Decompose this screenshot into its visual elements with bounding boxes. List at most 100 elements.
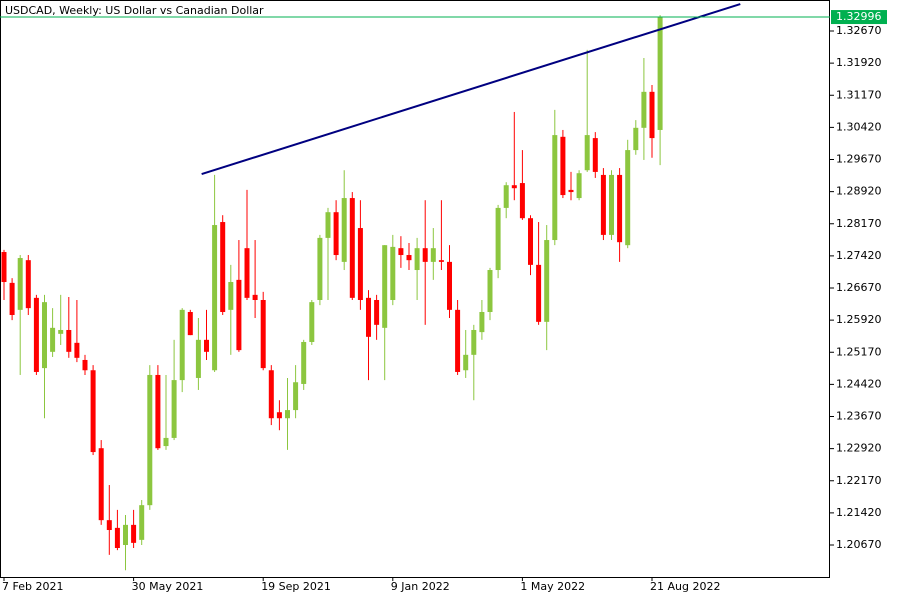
candle-body [349,198,355,298]
candle-body [552,135,558,241]
candle-body [301,341,307,384]
candle-body [114,527,120,549]
candle-body [528,218,533,265]
candle-body [228,282,234,310]
candle-body [285,410,290,419]
candle-body [406,255,412,261]
candle-body [625,150,631,246]
y-tick-label: 1.31170 [836,88,882,101]
y-tick-label: 1.22170 [836,474,882,487]
candle-body [398,248,404,256]
candle-body [33,297,39,372]
candle-body [657,17,663,130]
candle-body [74,342,80,358]
candle-body [576,173,582,199]
candle-body [106,520,112,531]
candle-body [147,374,153,506]
candle-body [9,282,15,315]
candle-body [544,240,550,322]
candle-body [366,297,371,337]
candle-body [42,302,47,369]
x-tick-label: 1 May 2022 [520,580,585,593]
y-tick-label: 1.28920 [836,185,882,198]
x-tick-label: 19 Sep 2021 [261,580,331,593]
candle-body [268,370,274,419]
y-tick-label: 1.25920 [836,313,882,326]
candle-body [600,174,606,235]
trendline [201,3,741,176]
candle-body [260,300,266,369]
candle-body [609,174,614,235]
candle-body [519,183,525,219]
candle-body [309,302,315,342]
candle-body [236,279,242,351]
x-tick-label: 30 May 2021 [132,580,204,593]
y-tick-label: 1.21420 [836,506,882,519]
last-price-tag [831,10,887,25]
candle-body [293,382,299,411]
plot-frame [0,0,830,578]
candle-body [212,225,218,371]
y-tick-label: 1.22920 [836,442,882,455]
y-tick-label: 1.30420 [836,120,882,133]
candle-body [341,198,347,262]
candle-body [220,222,226,312]
last-price-label: 1.32996 [836,10,882,23]
chart-title: USDCAD, Weekly: US Dollar vs Canadian Do… [5,4,264,17]
candle-body [495,207,501,271]
candle-body [325,212,331,238]
x-tick-label: 7 Feb 2021 [2,580,63,593]
candle-body [244,248,250,298]
candle-body [584,135,590,171]
candle-body [139,505,145,540]
candle-body [333,212,339,256]
y-tick-label: 1.27420 [836,249,882,262]
candle-body [414,248,420,271]
candle-body [204,339,209,352]
candle-body [592,138,598,172]
candle-body [66,329,72,352]
candle-body [422,248,428,262]
candle-body [617,174,623,243]
candle-body [276,412,282,419]
candle-body [471,329,477,355]
candle-body [252,294,258,301]
candle-body [447,261,452,310]
candle-body [50,327,56,352]
candle-body [649,91,655,139]
candle-body [487,270,493,312]
candle-body [455,309,461,372]
candle-body [382,245,388,328]
candle-body [195,339,201,378]
y-tick-label: 1.26670 [836,281,882,294]
candle-body [155,374,161,449]
candle-body [317,237,323,301]
candle-body [560,136,566,196]
candle-body [641,91,647,128]
candle-body [536,264,542,322]
candle-body [98,448,104,521]
x-tick-label: 21 Aug 2022 [650,580,720,593]
candle-body [58,329,64,334]
candle-body [511,185,517,189]
candle-body [479,311,485,333]
candle-body [123,524,128,546]
y-tick-label: 1.20670 [836,538,882,551]
candle-body [17,258,23,310]
y-tick-label: 1.23670 [836,410,882,423]
candle-body [1,252,7,283]
candle-body [463,354,469,371]
candle-body [25,260,31,309]
candle-body [503,185,509,208]
y-tick-label: 1.31920 [836,56,882,69]
candle-body [430,248,436,262]
candle-body [438,260,444,262]
candle-body [82,359,88,371]
candle-body [179,309,185,381]
candle-body [390,246,396,301]
candle-body [90,370,96,453]
candle-body [171,380,177,438]
candle-body [374,300,380,325]
y-tick-label: 1.24420 [836,377,882,390]
